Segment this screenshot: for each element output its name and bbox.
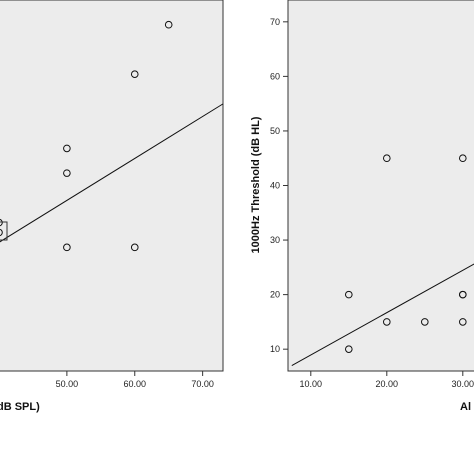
right-x-axis: 10.00 20.00 30.00 (300, 371, 474, 389)
left-points-group (0, 20, 173, 252)
left-fit-line-group (0, 103, 224, 243)
left-data-point (0, 218, 3, 227)
left-data-point (0, 228, 3, 237)
right-y-tick-label: 40 (270, 181, 280, 191)
left-fit-line (0, 103, 224, 243)
right-y-tick-label: 60 (270, 71, 280, 81)
right-data-point (459, 318, 467, 326)
right-data-point (383, 318, 391, 326)
left-x-tick-label: 60.00 (123, 379, 146, 389)
right-x-tick-label: 10.00 (300, 379, 323, 389)
right-data-point (459, 290, 467, 299)
right-y-tick-label: 20 (270, 290, 280, 300)
right-y-tick-label: 50 (270, 126, 280, 136)
right-plot-area (287, 0, 474, 372)
right-fit-line (291, 263, 474, 366)
left-plot-area (0, 0, 224, 372)
right-y-tick-label: 10 (270, 344, 280, 354)
left-edge-marker (0, 221, 8, 241)
left-data-point (164, 20, 173, 29)
right-data-point (459, 154, 467, 163)
right-x-tick-label: 30.00 (452, 379, 474, 389)
right-fit-line-group (291, 263, 474, 366)
right-points-group (345, 154, 467, 353)
right-scatter-plot: 10 20 30 40 50 60 70 10.00 20.00 30.00 1000Hz Th… (250, 0, 474, 413)
left-data-point (63, 169, 71, 177)
left-data-point (63, 144, 71, 153)
left-x-tick-label: 70.00 (191, 379, 214, 389)
right-data-point (383, 154, 391, 163)
left-data-point (130, 243, 139, 252)
left-scatter-plot: 50.00 60.00 70.00 dB SPL) (0, 0, 224, 413)
right-data-point (345, 290, 353, 299)
right-y-axis-title: 1000Hz Threshold (dB HL) (250, 116, 262, 253)
right-y-axis: 10 20 30 40 50 60 70 (270, 17, 288, 354)
left-data-point (130, 70, 139, 78)
right-y-tick-label: 70 (270, 17, 280, 27)
left-x-axis-title: dB SPL) (0, 401, 40, 413)
right-y-tick-label: 30 (270, 235, 280, 245)
left-x-axis: 50.00 60.00 70.00 (56, 371, 214, 389)
left-x-tick-label: 50.00 (56, 379, 79, 389)
right-data-point (421, 318, 429, 326)
left-data-point (63, 243, 71, 252)
right-x-tick-label: 20.00 (376, 379, 399, 389)
right-data-point (345, 345, 353, 353)
right-x-axis-title: Al (460, 401, 471, 413)
